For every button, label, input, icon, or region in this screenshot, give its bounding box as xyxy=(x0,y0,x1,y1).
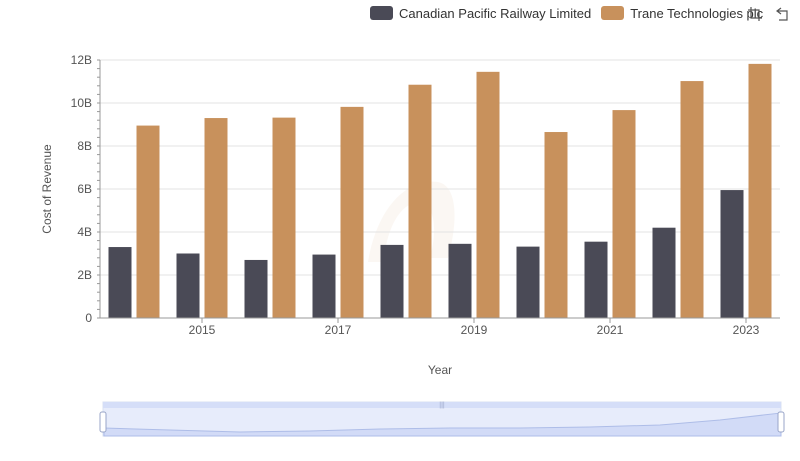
slider-preview-line xyxy=(103,412,782,437)
x-tick-label: 2015 xyxy=(189,323,216,337)
legend-label-canadian-pacific: Canadian Pacific Railway Limited xyxy=(399,5,592,21)
legend-item-trane[interactable]: Trane Technologies plc xyxy=(601,6,763,21)
slider-handle-right[interactable] xyxy=(777,411,785,433)
bar-canadian-pacific[interactable] xyxy=(176,253,200,319)
y-tick-label: 2B xyxy=(77,268,92,282)
legend-item-canadian-pacific[interactable]: Canadian Pacific Railway Limited xyxy=(370,6,591,21)
restore-icon[interactable] xyxy=(774,6,790,22)
y-axis-label: Cost of Revenue xyxy=(40,144,54,234)
bar-canadian-pacific[interactable] xyxy=(516,246,540,318)
y-tick-label: 4B xyxy=(77,225,92,239)
y-tick-label: 0 xyxy=(85,311,92,325)
slider-track[interactable] xyxy=(102,401,782,437)
zoom-icon[interactable] xyxy=(747,6,763,22)
bar-canadian-pacific[interactable] xyxy=(380,244,404,318)
data-zoom-slider[interactable]: ||| xyxy=(99,401,785,437)
slider-selection[interactable] xyxy=(103,402,781,436)
legend-swatch-trane xyxy=(601,6,625,20)
bar-trane[interactable] xyxy=(612,110,636,318)
bar-trane[interactable] xyxy=(748,63,772,319)
slider-handle-left[interactable] xyxy=(99,411,107,433)
bar-trane[interactable] xyxy=(680,81,704,318)
y-tick-label: 6B xyxy=(77,182,92,196)
y-tick-label: 8B xyxy=(77,139,92,153)
bar-canadian-pacific[interactable] xyxy=(312,254,336,318)
bar-trane[interactable] xyxy=(204,118,228,318)
x-axis-label: Year xyxy=(428,363,452,377)
y-tick-label: 12B xyxy=(71,53,92,67)
bar-trane[interactable] xyxy=(272,117,296,319)
watermark-logo xyxy=(368,181,455,262)
x-tick-label: 2019 xyxy=(461,323,488,337)
slider-grip-icon: ||| xyxy=(439,402,445,409)
bar-trane[interactable] xyxy=(340,106,364,319)
x-tick-label: 2017 xyxy=(325,323,352,337)
legend-label-trane: Trane Technologies plc xyxy=(630,5,764,21)
bar-trane[interactable] xyxy=(544,132,568,318)
bar-canadian-pacific[interactable] xyxy=(584,241,608,318)
bar-canadian-pacific[interactable] xyxy=(720,190,744,318)
bar-canadian-pacific[interactable] xyxy=(244,259,268,318)
bar-trane[interactable] xyxy=(408,84,432,318)
bar-trane[interactable] xyxy=(136,125,160,318)
x-tick-label: 2023 xyxy=(733,323,760,337)
x-tick-label: 2021 xyxy=(597,323,624,337)
bar-trane[interactable] xyxy=(476,71,500,318)
y-tick-label: 10B xyxy=(71,96,92,110)
legend-swatch-canadian-pacific xyxy=(370,6,393,20)
bar-canadian-pacific[interactable] xyxy=(652,227,676,318)
bar-canadian-pacific[interactable] xyxy=(108,247,132,318)
bar-canadian-pacific[interactable] xyxy=(448,243,472,318)
chart-legend: Canadian Pacific Railway Limited Trane T… xyxy=(370,4,773,22)
slider-top-bar[interactable] xyxy=(103,402,781,408)
